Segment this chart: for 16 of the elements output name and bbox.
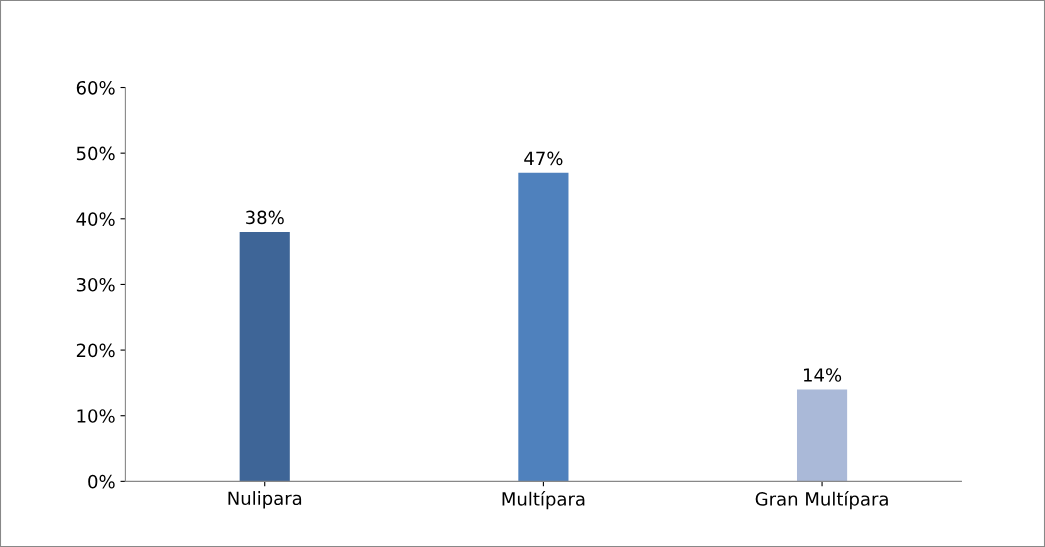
x-tick-label: Nulipara	[228, 491, 302, 509]
x-tick-label: Gran Multípara	[755, 491, 888, 510]
y-tick-label: 30%	[76, 277, 115, 292]
bar	[518, 172, 569, 482]
x-tick-label: Multípara	[502, 491, 585, 510]
data-label: 14%	[803, 368, 842, 382]
y-tick-label: 10%	[77, 409, 115, 423]
y-tick-label: 50%	[76, 146, 115, 161]
y-tick-label: 60%	[76, 80, 115, 95]
y-tick-label: 0%	[88, 474, 115, 489]
y-tick-label: 40%	[76, 212, 115, 226]
bar	[239, 231, 290, 482]
data-label: 38%	[246, 210, 284, 225]
bar	[796, 389, 848, 482]
data-label: 47%	[524, 151, 563, 166]
y-tick-label: 20%	[76, 343, 115, 358]
